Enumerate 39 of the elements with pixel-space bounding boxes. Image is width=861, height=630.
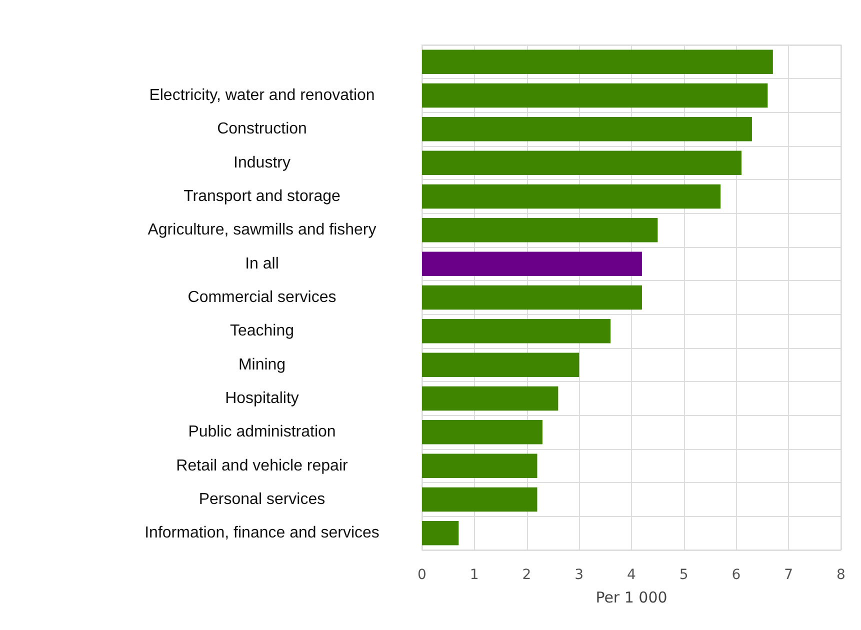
x-tick-label: 2: [522, 567, 532, 583]
y-tick-label: Commercial services: [188, 289, 336, 306]
y-tick-label: Retail and vehicle repair: [176, 457, 348, 474]
y-tick-label: Agriculture, sawmills and fishery: [148, 222, 376, 239]
y-tick-label: Construction: [217, 120, 307, 138]
y-tick-label: Mining: [238, 356, 286, 374]
x-tick-label: 4: [627, 567, 636, 583]
y-tick-label: Public administration: [188, 424, 336, 441]
bar: [422, 454, 538, 478]
y-tick-label: Industry: [234, 154, 290, 172]
x-tick-label: 8: [836, 567, 846, 583]
y-tick-label: Information, finance and services: [144, 524, 380, 542]
x-tick-label: 7: [784, 567, 794, 583]
bar: [422, 218, 658, 242]
y-tick-label: In all: [245, 255, 279, 272]
x-tick-label: 3: [574, 567, 584, 583]
y-tick-label: Teaching: [230, 322, 294, 340]
bar: [422, 184, 721, 209]
bar: [422, 50, 773, 74]
bar: [422, 117, 752, 142]
bar: [422, 487, 538, 512]
x-axis-title: Per 1 000: [596, 588, 668, 606]
x-tick-label: 1: [470, 567, 479, 583]
bar: [422, 252, 642, 276]
x-tick-label: 6: [732, 567, 741, 583]
bar: [422, 285, 642, 310]
y-tick-label: Personal services: [198, 491, 326, 508]
x-tick-label: 0: [418, 567, 426, 583]
bar: [422, 83, 768, 108]
bar: [422, 386, 558, 411]
bar: [422, 420, 542, 444]
y-tick-label: Hospitality: [225, 390, 299, 407]
bar: [422, 150, 742, 175]
bar: [422, 352, 580, 377]
x-tick-label: 5: [679, 567, 688, 583]
y-tick-label: Electricity, water and renovation: [149, 87, 375, 104]
bar: [422, 319, 611, 344]
y-tick-label: Transport and storage: [184, 188, 341, 205]
bar: [422, 521, 459, 546]
